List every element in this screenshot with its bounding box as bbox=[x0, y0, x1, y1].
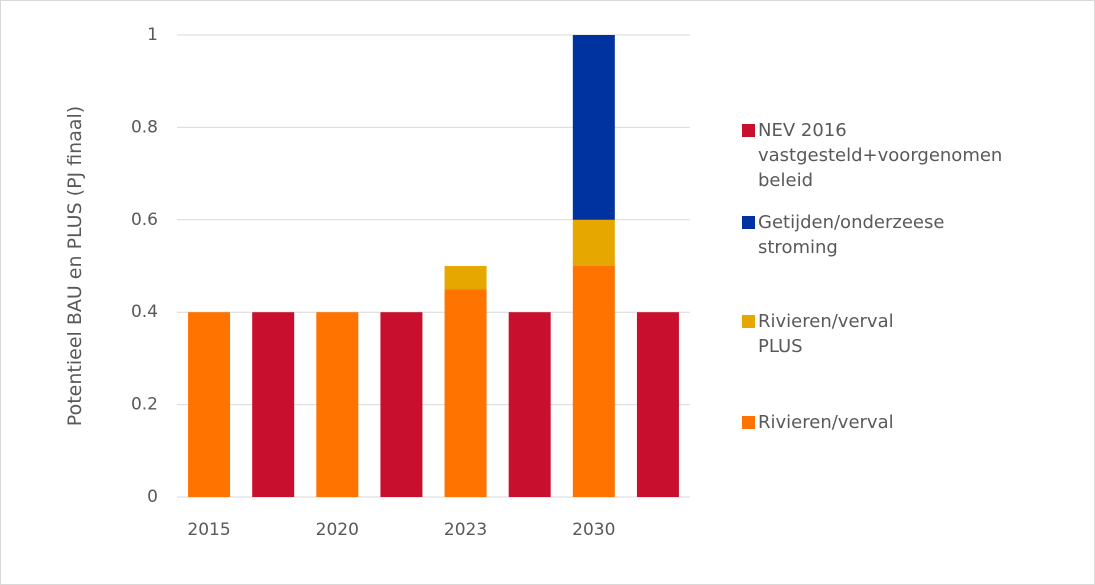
y-tick-label: 0.4 bbox=[131, 302, 158, 322]
y-tick-label: 1 bbox=[147, 25, 158, 45]
x-tick-label: 2015 bbox=[187, 520, 230, 540]
bar-segment bbox=[252, 312, 295, 497]
x-tick-label: 2020 bbox=[316, 520, 359, 540]
legend-item: Getijden/onderzeese stroming bbox=[742, 210, 944, 260]
legend-swatch bbox=[742, 315, 755, 328]
legend-item: Rivieren/verval bbox=[742, 410, 908, 435]
legend-label: Rivieren/verval PLUS bbox=[758, 311, 894, 357]
bar-segment bbox=[508, 312, 551, 497]
legend-label: Getijden/onderzeese stroming bbox=[758, 212, 945, 258]
legend-swatch bbox=[742, 416, 755, 429]
y-tick-label: 0.8 bbox=[131, 117, 158, 137]
y-tick-label: 0 bbox=[147, 487, 158, 507]
legend-swatch bbox=[742, 124, 755, 137]
legend-label: NEV 2016 vastgesteld+voorgenomen beleid bbox=[758, 120, 1003, 191]
x-tick-label: 2023 bbox=[444, 520, 487, 540]
bar-segment bbox=[444, 289, 487, 497]
legend-swatch bbox=[742, 216, 755, 229]
bar-segment bbox=[380, 312, 423, 497]
y-axis-label: Potentieel BAU en PLUS (PJ finaal) bbox=[64, 105, 86, 427]
bar-segment bbox=[572, 35, 615, 220]
bar-segment bbox=[636, 312, 679, 497]
y-tick-label: 0.6 bbox=[131, 210, 158, 230]
bar-segment bbox=[572, 219, 615, 266]
bar-segment bbox=[572, 266, 615, 497]
legend-item: NEV 2016 vastgesteld+voorgenomen beleid bbox=[742, 118, 1002, 193]
y-tick-label: 0.2 bbox=[131, 395, 158, 415]
legend-label: Rivieren/verval bbox=[758, 412, 894, 433]
bar-segment bbox=[444, 266, 487, 290]
bar-segment bbox=[316, 312, 359, 497]
bar-segment bbox=[188, 312, 231, 497]
legend-item: Rivieren/verval PLUS bbox=[742, 309, 908, 359]
x-tick-label: 2030 bbox=[572, 520, 615, 540]
